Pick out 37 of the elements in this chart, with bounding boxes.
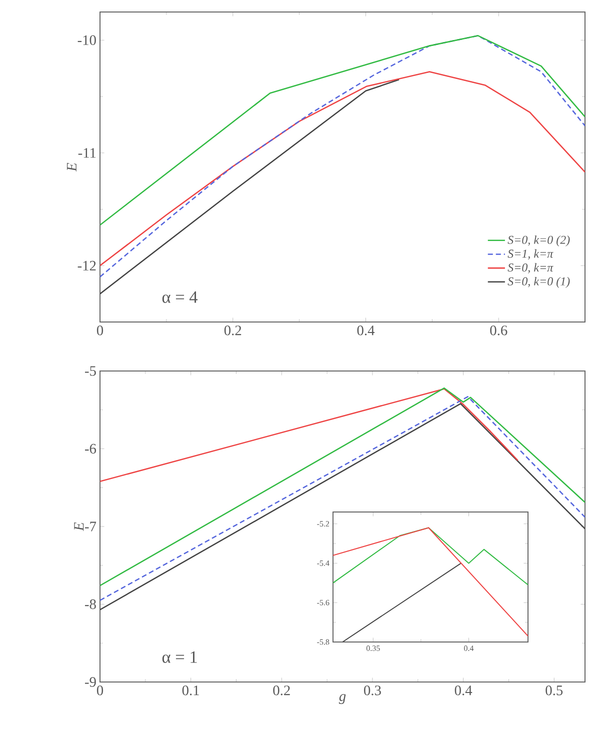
line-series [100, 35, 586, 278]
legend-label: S=0, k=π [508, 263, 554, 274]
x-tick-label: 0.3 [364, 686, 381, 696]
x-tick-label: 0.2 [224, 326, 242, 336]
y-tick-label: -5.8 [317, 639, 330, 645]
x-tick-label: 0 [96, 686, 104, 696]
y-tick-label: -7 [85, 522, 96, 532]
y-axis-title: E [74, 522, 84, 532]
annotation: α = 4 [162, 291, 198, 303]
y-tick-label: -5.2 [317, 521, 330, 527]
y-tick-label: -8 [85, 599, 96, 610]
x-tick-label: 0.1 [182, 686, 199, 696]
y-axis-title: E [66, 162, 76, 172]
x-tick-label: 0.4 [454, 686, 472, 696]
y-tick-label: -10 [78, 35, 96, 46]
x-tick-label: 0.35 [366, 646, 380, 651]
line-series [100, 388, 518, 482]
x-tick-label: 0.4 [464, 646, 474, 651]
legend-label: S=1, k=π [508, 249, 554, 260]
y-tick-label: -5.4 [317, 560, 330, 566]
y-tick-label: -11 [78, 148, 96, 158]
x-tick-label: 0.5 [546, 686, 563, 696]
y-tick-label: -5.6 [317, 600, 330, 606]
x-tick-label: 0.2 [273, 686, 290, 696]
x-tick-label: 0.6 [490, 326, 508, 336]
y-tick-label: -9 [85, 677, 96, 687]
legend-label: S=0, k=0 (1) [508, 276, 570, 288]
x-tick-label: 0.4 [357, 326, 375, 336]
y-tick-label: -6 [85, 444, 96, 454]
y-tick-label: -12 [78, 260, 96, 270]
x-axis-title: g [338, 694, 346, 704]
annotation: α = 1 [162, 651, 197, 663]
line-series [333, 527, 528, 586]
line-series [100, 35, 586, 226]
x-tick-label: 0 [96, 326, 104, 336]
legend-label: S=0, k=0 (2) [508, 235, 570, 246]
y-tick-label: -5 [85, 366, 96, 376]
